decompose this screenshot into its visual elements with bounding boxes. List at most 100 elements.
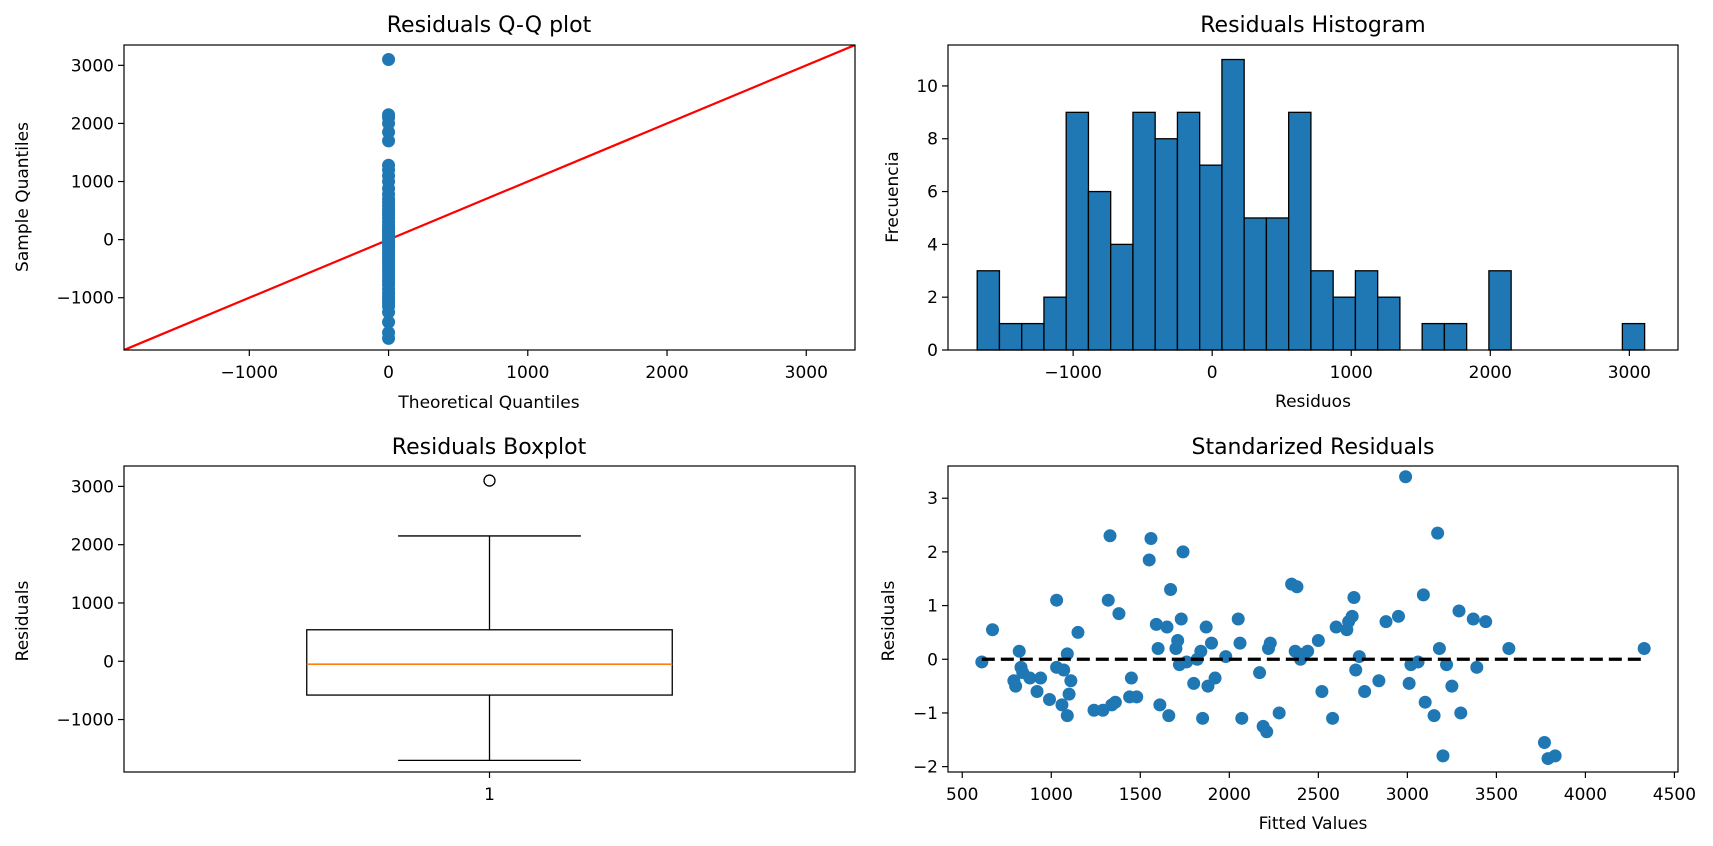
residual-point	[1432, 642, 1446, 656]
histogram-ylabel: Frecuencia	[883, 151, 903, 242]
residual-point	[1315, 684, 1329, 698]
residual-point	[1034, 671, 1048, 685]
residual-point	[1311, 633, 1325, 647]
boxplot-ylabel: Residuals	[13, 581, 33, 662]
qq-point	[382, 331, 396, 345]
histogram-bar	[1621, 322, 1646, 351]
boxplot-outlier	[483, 474, 496, 487]
standardized-residuals-ytick-label: −2	[913, 758, 938, 778]
residual-point	[1196, 711, 1210, 725]
histogram-bar	[1176, 111, 1201, 351]
residual-point	[1452, 604, 1466, 618]
qq-plot-ytick-label: 2000	[71, 114, 114, 134]
boxplot-ytick-label: −1000	[56, 711, 114, 731]
residual-point	[1347, 591, 1361, 605]
boxplot-ytick-label: 0	[103, 652, 114, 672]
residual-point	[1060, 709, 1074, 723]
residual-point	[1233, 636, 1247, 650]
boxplot-title: Residuals Boxplot	[392, 435, 587, 460]
standardized-residuals-xlabel: Fitted Values	[1259, 814, 1368, 834]
qq-plot-xtick-label: 3000	[785, 363, 828, 383]
standardized-residuals-xtick-label: 2000	[1208, 785, 1251, 805]
residual-point	[1349, 663, 1363, 677]
qq-plot-panel: Residuals Q-Q plot Theoretical Quantiles…	[13, 13, 856, 413]
residual-point	[1023, 671, 1037, 685]
histogram-title: Residuals Histogram	[1200, 13, 1426, 38]
residual-point	[1253, 666, 1267, 680]
standardized-residuals-ytick-label: 2	[927, 543, 938, 563]
residual-point	[1379, 615, 1393, 629]
residual-point	[1042, 693, 1056, 707]
residual-point	[1537, 735, 1551, 749]
boxplot-box	[306, 629, 673, 696]
residual-point	[1466, 612, 1480, 626]
qq-plot-frame	[123, 44, 856, 351]
residual-point	[1108, 695, 1122, 709]
histogram-ytick-label: 4	[927, 235, 938, 255]
residual-point	[986, 623, 1000, 637]
residual-point	[1142, 553, 1156, 567]
histogram-bar	[1110, 243, 1134, 351]
residual-point	[1162, 709, 1176, 723]
histogram-bar	[1354, 270, 1379, 351]
residual-point	[1391, 609, 1405, 623]
residual-point	[1057, 663, 1071, 677]
residual-point	[1124, 671, 1138, 685]
histogram-bar	[1443, 322, 1468, 351]
residual-point	[1062, 687, 1076, 701]
residual-point	[1445, 679, 1459, 693]
residual-point	[1187, 676, 1201, 690]
residual-point	[975, 655, 989, 669]
qq-plot-area	[124, 45, 855, 350]
residual-point	[1208, 671, 1222, 685]
qq-plot-ytick-label: 3000	[71, 56, 114, 76]
residual-point	[1064, 674, 1078, 688]
residual-point	[1060, 647, 1074, 661]
residual-point	[1411, 655, 1425, 669]
histogram-bar	[976, 270, 1001, 351]
histogram-bar	[1199, 164, 1223, 351]
residual-point	[1231, 612, 1245, 626]
residual-point	[1219, 650, 1233, 664]
standardized-residuals-title: Standarized Residuals	[1191, 435, 1434, 460]
residual-point	[1030, 684, 1044, 698]
residual-point	[1176, 545, 1190, 559]
standardized-residuals-xtick-label: 500	[946, 785, 978, 805]
residual-point	[1272, 706, 1286, 720]
residual-point	[1329, 620, 1343, 634]
residual-point	[1326, 711, 1340, 725]
histogram-bar	[1132, 111, 1156, 351]
histogram-ytick-label: 2	[927, 288, 938, 308]
residual-point	[1436, 749, 1450, 763]
qq-plot-xlabel: Theoretical Quantiles	[397, 393, 579, 413]
histogram-bar	[1043, 296, 1067, 351]
residual-point	[1087, 703, 1101, 717]
residual-point	[1071, 625, 1085, 639]
residual-point	[1205, 636, 1219, 650]
qq-plot-ylabel: Sample Quantiles	[13, 122, 33, 272]
residual-point	[1194, 644, 1208, 658]
qq-plot-xtick-label: 1000	[506, 363, 549, 383]
boxplot-ytick-label: 2000	[71, 536, 114, 556]
residual-point	[1151, 642, 1165, 656]
standardized-residuals-xtick-label: 4000	[1564, 785, 1607, 805]
qq-plot-ytick-label: 1000	[71, 173, 114, 193]
residual-point	[1263, 636, 1277, 650]
histogram-ytick-label: 10	[916, 77, 938, 97]
residual-point	[1352, 650, 1366, 664]
histogram-bar	[1243, 217, 1268, 351]
histogram-bar	[998, 322, 1023, 351]
qq-point	[382, 305, 396, 319]
standardized-residuals-xtick-label: 1500	[1119, 785, 1162, 805]
boxplot-ytick-label: 1000	[71, 594, 114, 614]
histogram-xtick-label: 3000	[1608, 363, 1651, 383]
histogram-bar	[1332, 296, 1357, 351]
qq-plot-title: Residuals Q-Q plot	[387, 13, 592, 38]
residual-point	[1418, 695, 1432, 709]
histogram-bar	[1154, 138, 1179, 351]
standardized-residuals-ytick-label: −1	[913, 704, 938, 724]
residual-point	[1103, 529, 1117, 543]
residual-point	[1164, 582, 1178, 596]
boxplot-panel: Residuals Boxplot Residuals −1000 0 1000 20…	[13, 435, 856, 805]
residual-point	[1112, 607, 1126, 621]
